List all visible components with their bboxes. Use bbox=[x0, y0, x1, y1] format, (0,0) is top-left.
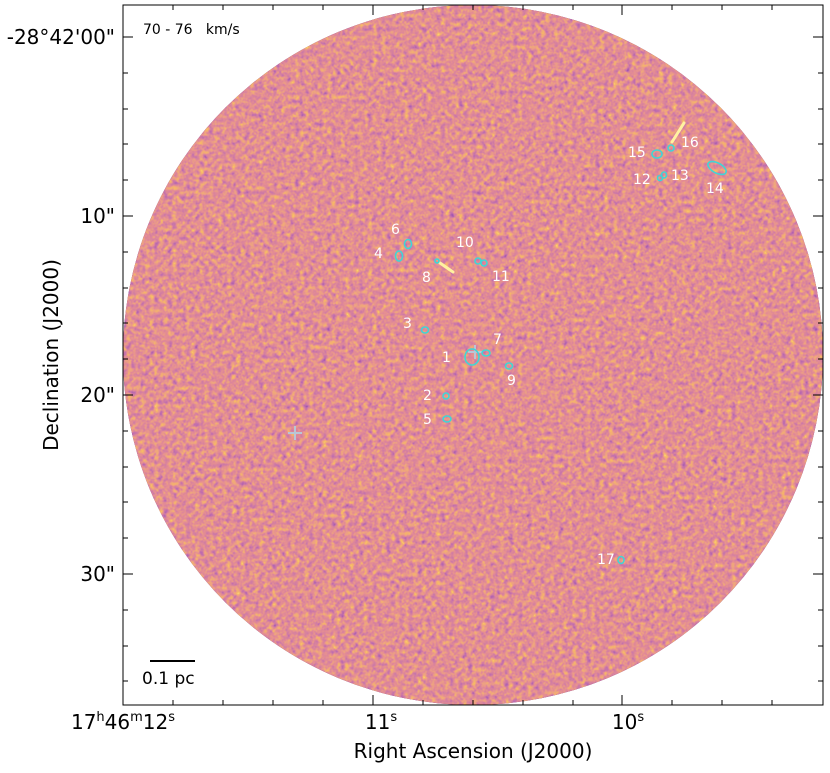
source-label-4: 4 bbox=[374, 246, 383, 262]
contour-15 bbox=[651, 149, 663, 159]
contour-7 bbox=[481, 349, 491, 357]
contour-17 bbox=[617, 555, 625, 565]
x-axis-title: Right Ascension (J2000) bbox=[354, 739, 593, 763]
source-label-17: 17 bbox=[597, 552, 615, 568]
contour-14 bbox=[707, 160, 727, 176]
source-label-2: 2 bbox=[423, 388, 432, 404]
contour-13 bbox=[660, 171, 668, 179]
dec-tick-10: 10" bbox=[80, 204, 115, 228]
cross-marker-center bbox=[468, 345, 482, 359]
source-label-15: 15 bbox=[628, 145, 646, 161]
contour-16 bbox=[667, 144, 675, 152]
source-labels: 1 2 3 4 5 6 7 8 9 10 11 12 13 14 15 16 1… bbox=[374, 135, 724, 568]
ra-tick-11: 11s bbox=[365, 710, 397, 734]
source-label-9: 9 bbox=[507, 373, 516, 389]
emission-streak-8 bbox=[438, 261, 455, 274]
contour-8 bbox=[434, 258, 440, 264]
contour-9 bbox=[504, 362, 514, 370]
velocity-range-label: 70 - 76 km/s bbox=[143, 22, 240, 38]
source-label-11: 11 bbox=[492, 269, 510, 285]
source-label-16: 16 bbox=[681, 135, 699, 151]
contour-4 bbox=[394, 250, 404, 262]
contour-11 bbox=[480, 259, 488, 267]
source-label-6: 6 bbox=[391, 222, 400, 238]
tick-marks bbox=[122, 5, 823, 705]
emission-streak-16 bbox=[670, 121, 686, 144]
ra-tick-10: 10s bbox=[612, 710, 644, 734]
contour-1 bbox=[464, 348, 480, 366]
source-label-14: 14 bbox=[706, 181, 724, 197]
y-axis-title: Declination (J2000) bbox=[39, 259, 63, 451]
source-label-1: 1 bbox=[442, 350, 451, 366]
source-label-5: 5 bbox=[423, 412, 432, 428]
scale-bar-label: 0.1 pc bbox=[142, 669, 195, 689]
position-markers bbox=[288, 345, 482, 440]
source-label-3: 3 bbox=[403, 316, 412, 332]
dec-tick-20: 20" bbox=[80, 383, 115, 407]
source-label-12: 12 bbox=[633, 172, 651, 188]
source-label-8: 8 bbox=[422, 270, 431, 286]
source-label-10: 10 bbox=[456, 235, 474, 251]
source-label-7: 7 bbox=[493, 332, 502, 348]
contour-6 bbox=[403, 238, 413, 250]
emission-map bbox=[123, 5, 823, 705]
dec-tick-00: -28°42'00" bbox=[7, 25, 115, 49]
dec-tick-30: 30" bbox=[80, 562, 115, 586]
contour-2 bbox=[442, 392, 450, 400]
core-contours bbox=[394, 144, 727, 565]
contour-3 bbox=[420, 326, 430, 334]
cross-marker-west bbox=[288, 426, 302, 440]
contour-5 bbox=[442, 415, 452, 423]
source-label-13: 13 bbox=[671, 168, 689, 184]
ra-tick-12: 17h46m12s bbox=[71, 710, 175, 734]
